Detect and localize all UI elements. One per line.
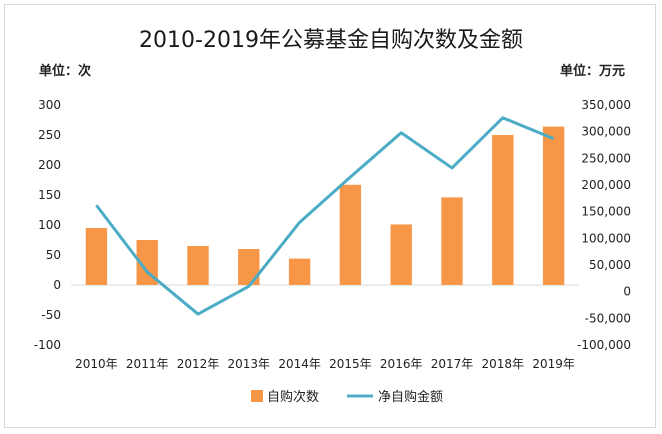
- left-axis-unit: 单位：次: [39, 63, 91, 79]
- left-tick-label: -100: [34, 338, 61, 352]
- bar-series: [85, 126, 565, 285]
- left-tick-label: 150: [38, 188, 61, 202]
- left-tick-label: 100: [38, 218, 61, 232]
- right-tick-label: -50,000: [585, 311, 631, 325]
- x-tick-label: 2018年: [482, 357, 525, 371]
- left-tick-label: 0: [53, 278, 61, 292]
- right-tick-label: 150,000: [581, 205, 631, 219]
- chart-title: 2010-2019年公募基金自购次数及金额: [139, 28, 523, 53]
- legend-label-bar: 自购次数: [267, 389, 319, 405]
- bar: [238, 249, 260, 285]
- legend-label-line: 净自购金额: [378, 389, 443, 405]
- left-tick-label: 300: [38, 98, 61, 112]
- bar: [542, 126, 565, 285]
- right-tick-label: 350,000: [581, 98, 631, 112]
- chart: 2010-2019年公募基金自购次数及金额 单位：次 单位：万元 300 250 2…: [34, 28, 631, 405]
- bar: [187, 246, 209, 285]
- legend-swatch-bar: [251, 390, 263, 402]
- x-tick-label: 2014年: [278, 357, 321, 371]
- bar: [136, 240, 158, 285]
- left-tick-label: 200: [38, 158, 61, 172]
- x-tick-label: 2013年: [228, 357, 271, 371]
- bar: [492, 135, 514, 285]
- line-series-net-amount: [95, 116, 555, 316]
- left-tick-label: 250: [38, 128, 61, 142]
- bar: [85, 228, 108, 285]
- legend: 自购次数 净自购金额: [251, 389, 443, 405]
- right-tick-label: -100,000: [577, 338, 631, 352]
- right-axis: 350,000 300,000 250,000 200,000 150,000 100,0…: [577, 98, 631, 352]
- right-tick-label: 250,000: [581, 151, 631, 165]
- x-tick-label: 2011年: [126, 357, 169, 371]
- right-tick-label: 200,000: [581, 178, 631, 192]
- left-tick-label: -50: [41, 308, 61, 322]
- right-tick-label: 0: [623, 285, 631, 299]
- right-axis-unit: 单位：万元: [560, 63, 625, 79]
- right-tick-label: 50,000: [589, 258, 631, 272]
- x-tick-label: 2017年: [431, 357, 474, 371]
- right-tick-label: 300,000: [581, 125, 631, 139]
- bar: [390, 224, 412, 285]
- bar: [339, 184, 362, 285]
- x-tick-label: 2019年: [532, 357, 575, 371]
- x-tick-label: 2012年: [177, 357, 220, 371]
- chart-frame: 2010-2019年公募基金自购次数及金额 单位：次 单位：万元 300 250 2…: [4, 4, 656, 428]
- right-tick-label: 100,000: [581, 231, 631, 245]
- x-tick-label: 2016年: [380, 357, 423, 371]
- bar: [288, 258, 311, 285]
- x-tick-label: 2015年: [329, 357, 372, 371]
- left-axis: 300 250 200 150 100 50 0 -50 -100: [34, 98, 61, 352]
- x-tick-label: 2010年: [75, 357, 118, 371]
- bar: [441, 197, 463, 285]
- x-axis: 2010年 2011年 2012年 2013年 2014年 2015年 2016年 2017年…: [75, 357, 575, 371]
- left-tick-label: 50: [46, 248, 61, 262]
